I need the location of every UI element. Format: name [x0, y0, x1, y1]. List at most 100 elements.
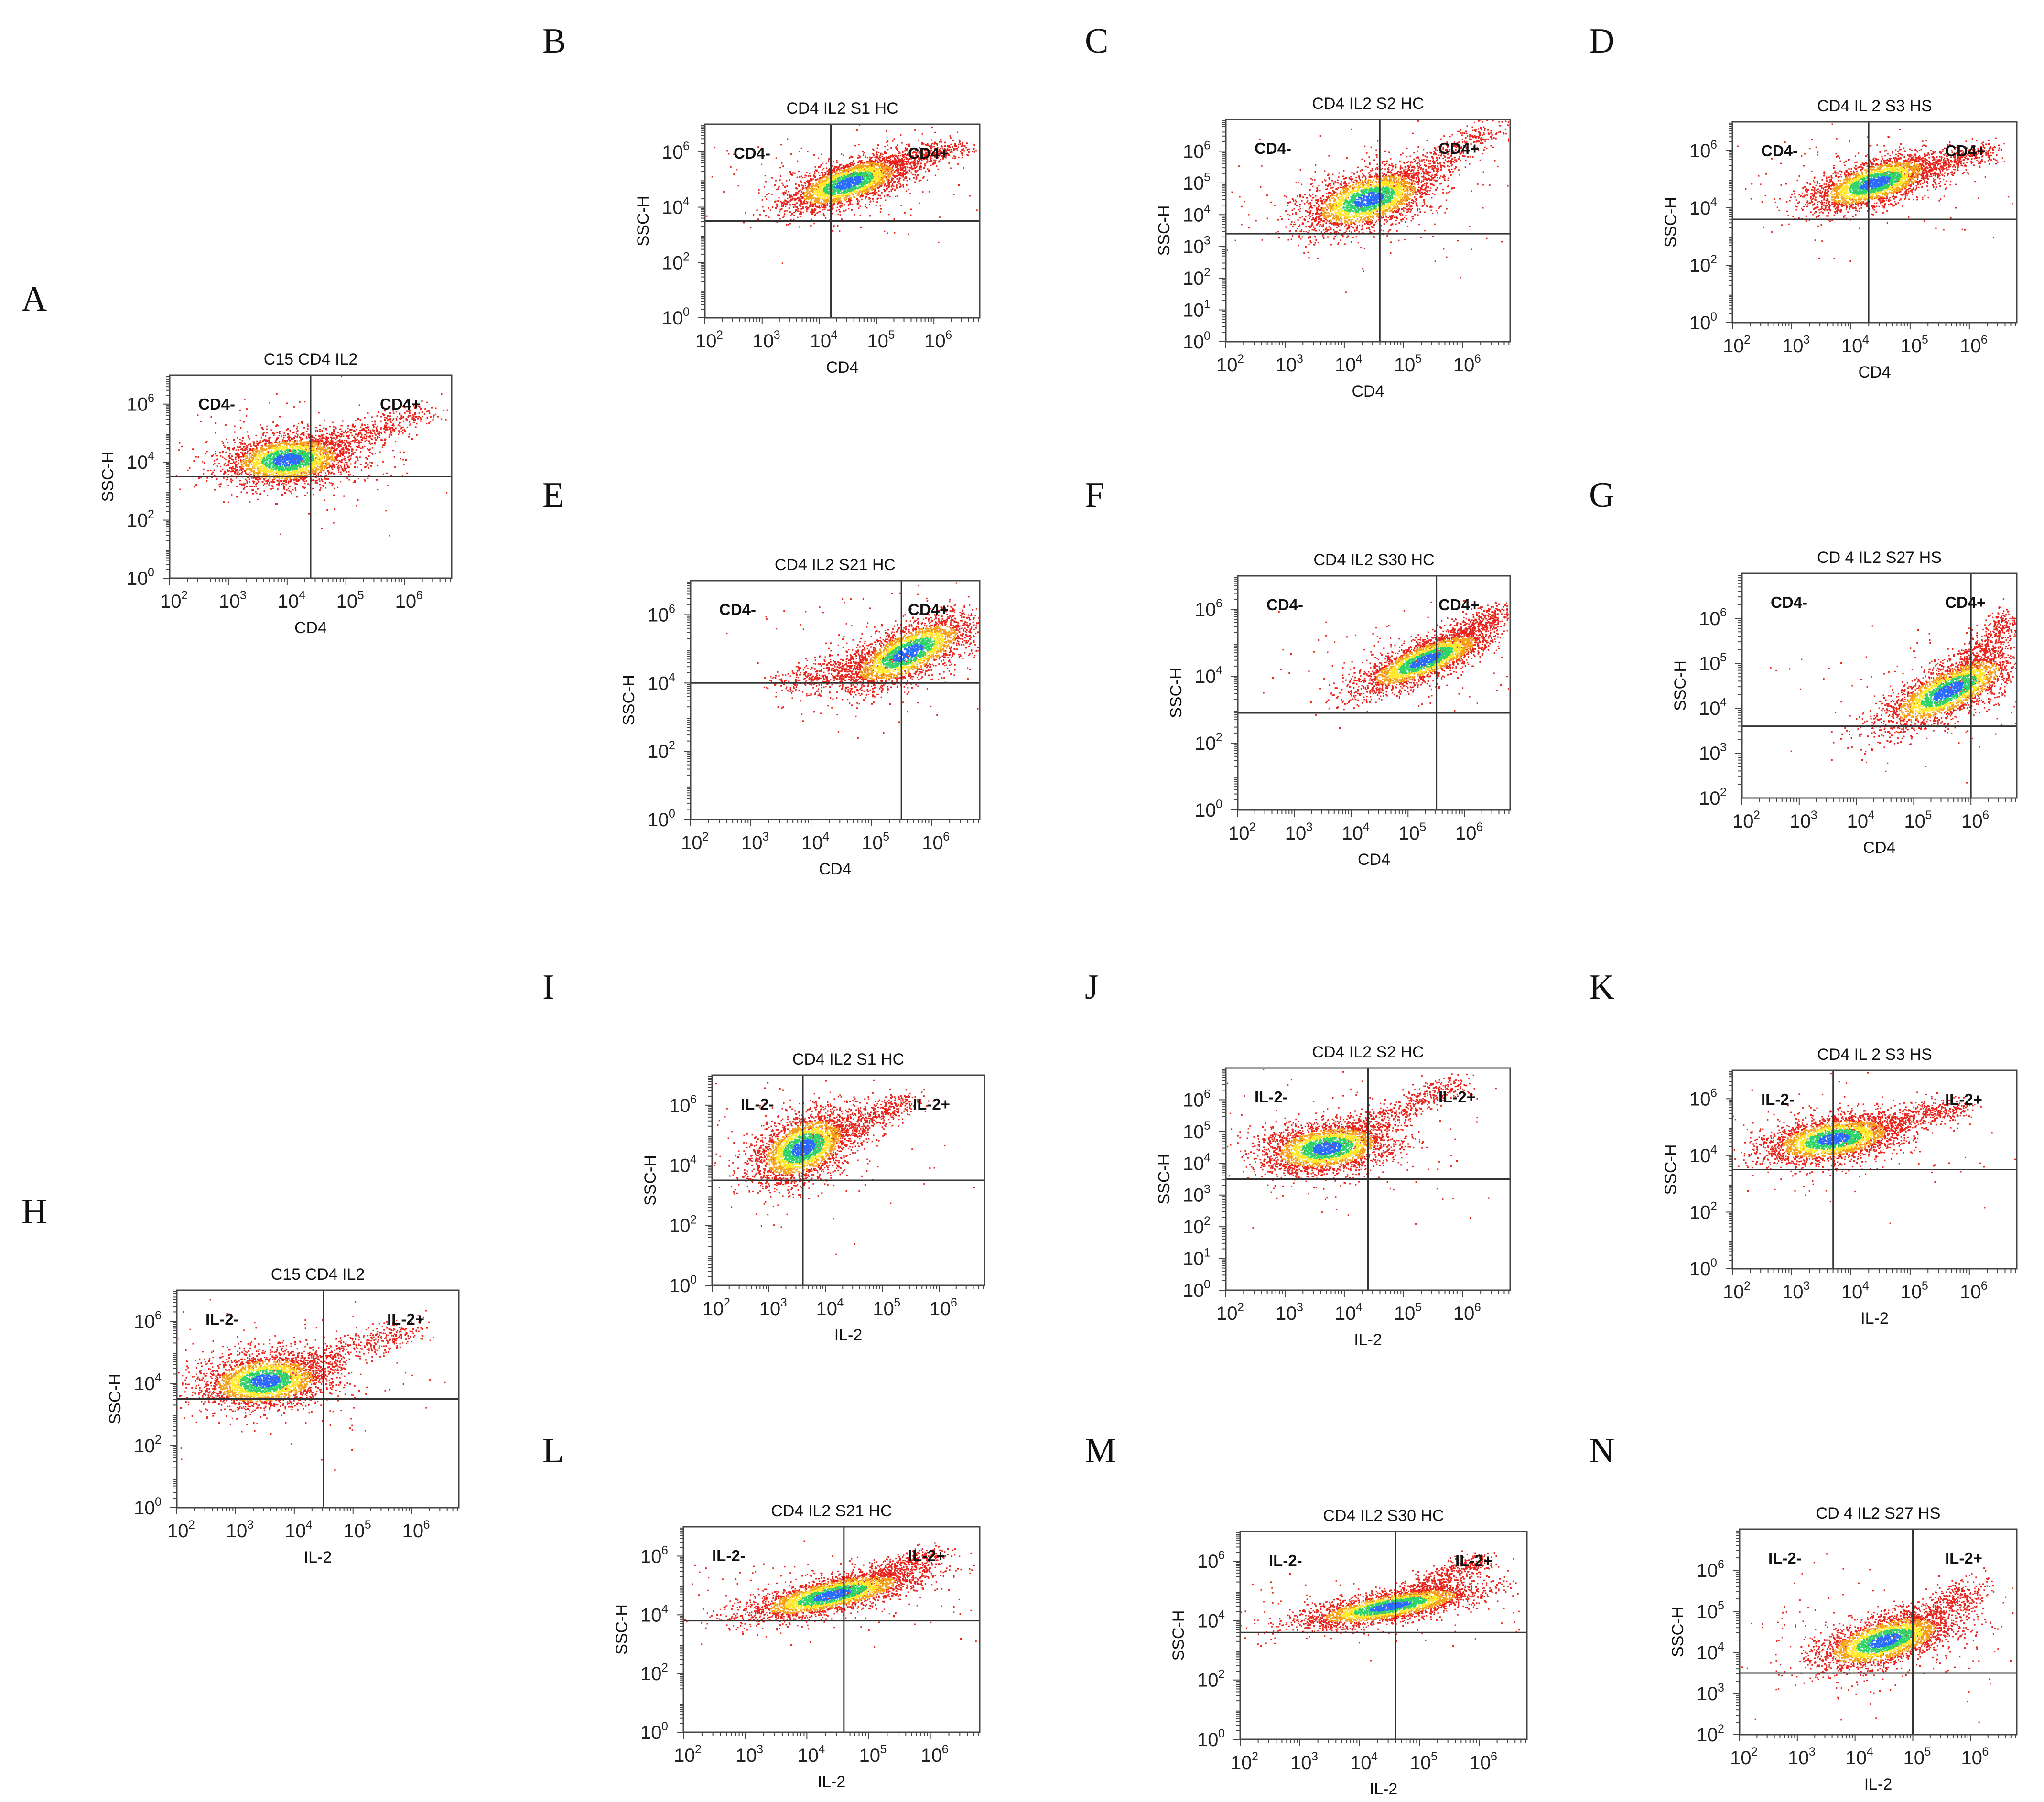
event-dot — [937, 151, 939, 152]
event-dot — [884, 183, 886, 185]
event-dot — [839, 205, 841, 208]
event-dot — [255, 478, 257, 480]
event-dot — [316, 482, 318, 484]
panel-letter: B — [542, 22, 566, 61]
event-dot — [303, 449, 304, 451]
event-dot — [799, 185, 800, 187]
event-dot — [302, 446, 304, 448]
event-dot — [279, 446, 281, 448]
event-dot — [818, 206, 820, 208]
event-dot — [245, 462, 247, 464]
event-dot — [900, 159, 902, 161]
event-dot — [332, 465, 334, 467]
event-dot — [831, 172, 833, 173]
event-dot — [870, 164, 873, 166]
event-dot — [293, 464, 295, 466]
event-dot — [281, 468, 282, 470]
event-dot — [333, 431, 335, 432]
event-dot — [296, 467, 298, 469]
event-dot — [343, 458, 345, 460]
event-dot — [258, 455, 260, 457]
event-dot — [908, 145, 910, 147]
event-dot — [385, 429, 387, 431]
event-dot — [380, 427, 382, 429]
event-dot — [910, 165, 912, 167]
event-dot — [297, 461, 300, 463]
event-dot — [863, 153, 865, 155]
event-dot — [214, 463, 216, 464]
event-dot — [874, 194, 876, 196]
event-dot — [321, 469, 323, 471]
event-dot — [312, 462, 314, 464]
event-dot — [326, 467, 328, 469]
event-dot — [237, 464, 238, 465]
event-dot — [314, 465, 316, 467]
event-dot — [898, 170, 899, 172]
event-dot — [340, 428, 342, 430]
event-dot — [828, 158, 830, 160]
event-dot — [286, 440, 288, 442]
event-dot — [279, 470, 281, 472]
event-dot — [339, 450, 341, 452]
event-dot — [394, 466, 396, 468]
event-dot — [311, 465, 313, 467]
event-dot — [226, 438, 227, 440]
event-dot — [344, 453, 346, 454]
event-dot — [914, 167, 916, 169]
event-dot — [322, 453, 324, 454]
event-dot — [277, 452, 279, 454]
event-dot — [324, 447, 327, 449]
event-dot — [365, 457, 367, 459]
y-tick-exponent: 0 — [148, 566, 154, 579]
event-dot — [216, 458, 218, 460]
event-dot — [888, 186, 890, 188]
event-dot — [380, 433, 383, 435]
event-dot — [842, 165, 844, 167]
event-dot — [265, 464, 267, 466]
event-dot — [323, 433, 325, 436]
event-dot — [819, 207, 821, 209]
event-dot — [904, 212, 906, 214]
event-dot — [324, 465, 326, 467]
event-dot — [259, 442, 261, 444]
event-dot — [922, 177, 924, 179]
event-dot — [928, 152, 930, 154]
event-dot — [261, 427, 263, 429]
event-dot — [349, 458, 351, 460]
event-dot — [887, 184, 889, 186]
event-dot — [376, 428, 378, 430]
event-dot — [269, 457, 270, 459]
event-dot — [897, 162, 899, 164]
event-dot — [896, 187, 898, 189]
event-dot — [257, 474, 259, 475]
event-dot — [281, 459, 283, 461]
event-dot — [240, 491, 242, 493]
event-dot — [891, 186, 893, 188]
event-dot — [299, 436, 301, 438]
event-dot — [795, 210, 797, 212]
event-dot — [294, 471, 296, 473]
event-dot — [884, 230, 886, 232]
event-dot — [896, 155, 898, 157]
event-dot — [933, 153, 935, 155]
event-dot — [872, 148, 874, 150]
event-dot — [281, 471, 283, 473]
event-dot — [312, 453, 314, 454]
event-dot — [890, 147, 892, 149]
event-dot — [874, 156, 876, 158]
event-dot — [306, 476, 308, 478]
event-dot — [271, 451, 273, 453]
event-dot — [350, 446, 352, 448]
event-dot — [888, 157, 890, 159]
event-dot — [259, 440, 261, 442]
event-dot — [913, 164, 915, 166]
event-dot — [291, 474, 293, 476]
event-dot — [222, 451, 224, 453]
event-dot — [288, 457, 290, 459]
event-dot — [426, 410, 428, 412]
event-dot — [290, 480, 292, 482]
event-dot — [314, 451, 316, 453]
event-dot — [779, 211, 781, 213]
event-dot — [262, 464, 264, 466]
event-dot — [896, 173, 898, 174]
